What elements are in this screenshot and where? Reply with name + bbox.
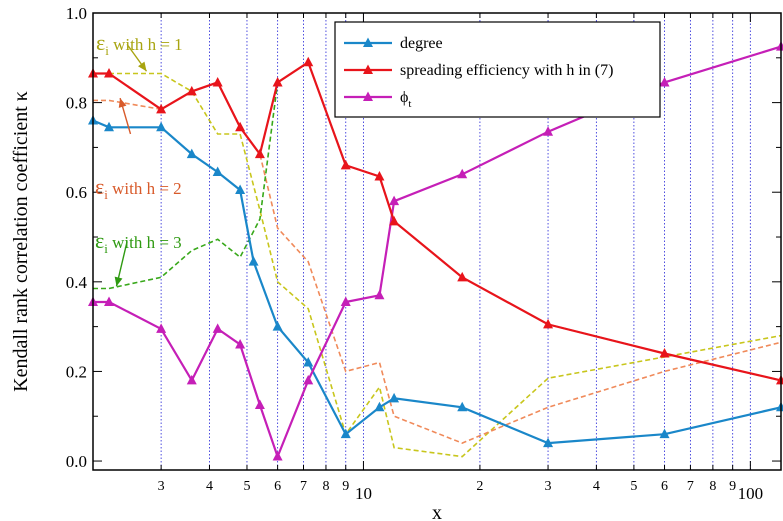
data-point: [543, 126, 554, 136]
data-point: [156, 103, 167, 114]
legend-label: ϕt: [400, 89, 411, 110]
series-line: [93, 81, 782, 444]
legend-marker: [363, 64, 373, 74]
x-tick-label: 8: [709, 479, 716, 494]
annotation-arrowhead: [138, 61, 147, 72]
data-point: [254, 399, 265, 410]
data-point: [543, 437, 554, 448]
data-point: [389, 392, 400, 403]
x-tick-label: 10: [355, 484, 372, 503]
data-point: [374, 289, 385, 300]
data-point: [272, 321, 283, 331]
series-line: [93, 72, 782, 458]
y-tick-label: 0.8: [66, 94, 87, 113]
y-tick-label: 0.4: [66, 273, 88, 292]
data-point: [186, 148, 197, 159]
data-point: [104, 67, 115, 78]
series-layer: [88, 41, 783, 461]
data-point: [254, 148, 265, 159]
annotation-label: εi with h = 3: [95, 228, 182, 256]
data-point: [389, 195, 400, 206]
data-point: [543, 318, 554, 329]
series-line: [92, 119, 782, 445]
x-tick-label: 9: [342, 479, 349, 494]
data-point: [212, 76, 223, 87]
data-point: [659, 428, 670, 439]
data-point: [156, 323, 167, 333]
data-point: [212, 323, 223, 333]
data-point: [235, 339, 246, 349]
series-3: [93, 72, 782, 458]
annotation-label: εi with h = 1: [96, 30, 183, 58]
data-point: [235, 121, 246, 132]
data-point: [156, 121, 167, 132]
y-tick-label: 0.0: [66, 452, 87, 471]
x-tick-label: 7: [687, 479, 694, 494]
data-point: [272, 451, 283, 461]
data-point: [272, 76, 283, 87]
x-tick-label: 4: [593, 479, 600, 494]
data-point: [340, 159, 351, 170]
data-point: [303, 374, 314, 385]
annotation-arrowhead: [114, 276, 123, 287]
legend-marker: [363, 91, 373, 101]
data-point: [374, 171, 385, 181]
x-tick-label: 8: [322, 479, 329, 494]
data-point: [457, 271, 468, 282]
x-tick-label: 6: [274, 479, 281, 494]
data-point: [457, 168, 468, 179]
x-tick-label: 3: [545, 479, 552, 494]
data-point: [186, 85, 197, 96]
x-tick-label: 4: [206, 479, 213, 494]
data-point: [303, 56, 314, 67]
data-point: [374, 401, 385, 412]
annotation-arrowhead: [118, 98, 127, 108]
data-point: [340, 296, 351, 306]
annotation-label: εi with h = 2: [95, 174, 182, 202]
x-axis-label: x: [432, 502, 442, 521]
annotations: εi with h = 1 εi with h = 2 εi with h = 3: [95, 30, 183, 287]
series-1: [88, 56, 783, 385]
series-line: [93, 60, 782, 382]
data-point: [212, 166, 223, 177]
data-point: [659, 348, 670, 358]
x-tick-label: 9: [729, 479, 736, 494]
legend-marker: [363, 37, 373, 47]
data-point: [186, 374, 197, 385]
grid-lines: [160, 13, 751, 470]
y-tick-label: 0.6: [66, 183, 87, 202]
data-point: [303, 356, 314, 367]
y-tick-label: 1.0: [66, 4, 87, 23]
data-point: [235, 184, 246, 194]
data-point: [389, 215, 400, 226]
x-tick-label: 6: [661, 479, 668, 494]
legend-label: degree: [400, 35, 443, 52]
legend-label: spreading efficiency with h in (7): [400, 62, 613, 79]
data-point: [659, 76, 670, 87]
series-line: [93, 45, 782, 460]
x-tick-label: 5: [630, 479, 637, 494]
x-tick-label: 100: [738, 484, 764, 503]
data-point: [776, 401, 783, 412]
plot-frame: [92, 12, 782, 471]
data-point: [248, 256, 259, 266]
x-tick-label: 5: [243, 479, 250, 494]
data-point: [104, 121, 115, 132]
data-point: [104, 296, 115, 306]
x-tick-label: 2: [476, 479, 483, 494]
legend: degree spreading efficiency with h in (7)…: [334, 21, 661, 118]
x-tick-label: 3: [158, 479, 165, 494]
series-4: [93, 81, 782, 444]
y-tick-label: 0.2: [66, 362, 87, 381]
y-axis-label: Kendall rank correlation coefficient κ: [10, 91, 32, 392]
data-point: [776, 41, 783, 51]
series-0: [88, 115, 783, 448]
data-point: [457, 401, 468, 412]
x-tick-label: 7: [300, 479, 307, 494]
data-point: [340, 428, 351, 439]
